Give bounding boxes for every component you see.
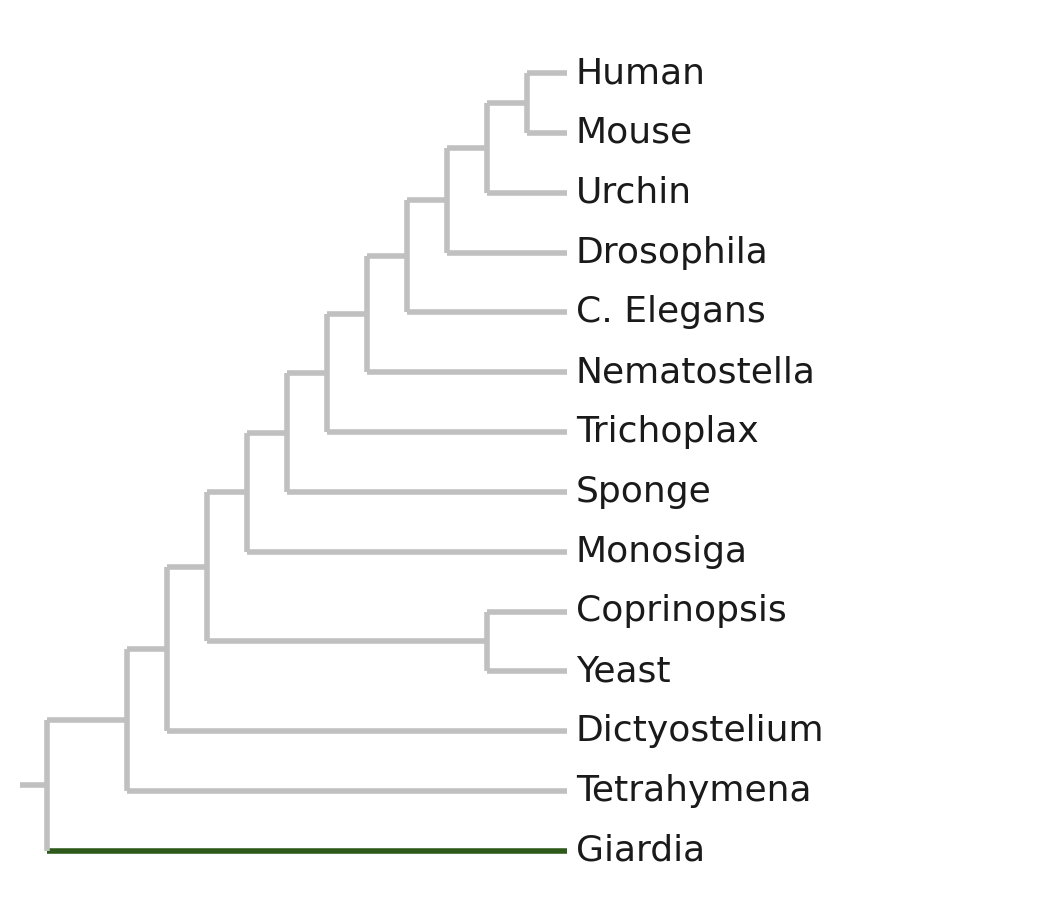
Text: Monosiga: Monosiga: [576, 535, 748, 569]
Text: Nematostella: Nematostella: [576, 356, 815, 389]
Text: Mouse: Mouse: [576, 116, 692, 150]
Text: Giardia: Giardia: [576, 833, 705, 868]
Text: Dictyostelium: Dictyostelium: [576, 714, 825, 748]
Text: Urchin: Urchin: [576, 176, 691, 210]
Text: Human: Human: [576, 56, 706, 90]
Text: Drosophila: Drosophila: [576, 236, 769, 270]
Text: Trichoplax: Trichoplax: [576, 415, 758, 449]
Text: C. Elegans: C. Elegans: [576, 295, 766, 329]
Text: Tetrahymena: Tetrahymena: [576, 774, 811, 808]
Text: Sponge: Sponge: [576, 475, 711, 508]
Text: Coprinopsis: Coprinopsis: [576, 595, 787, 628]
Text: Yeast: Yeast: [576, 654, 670, 688]
